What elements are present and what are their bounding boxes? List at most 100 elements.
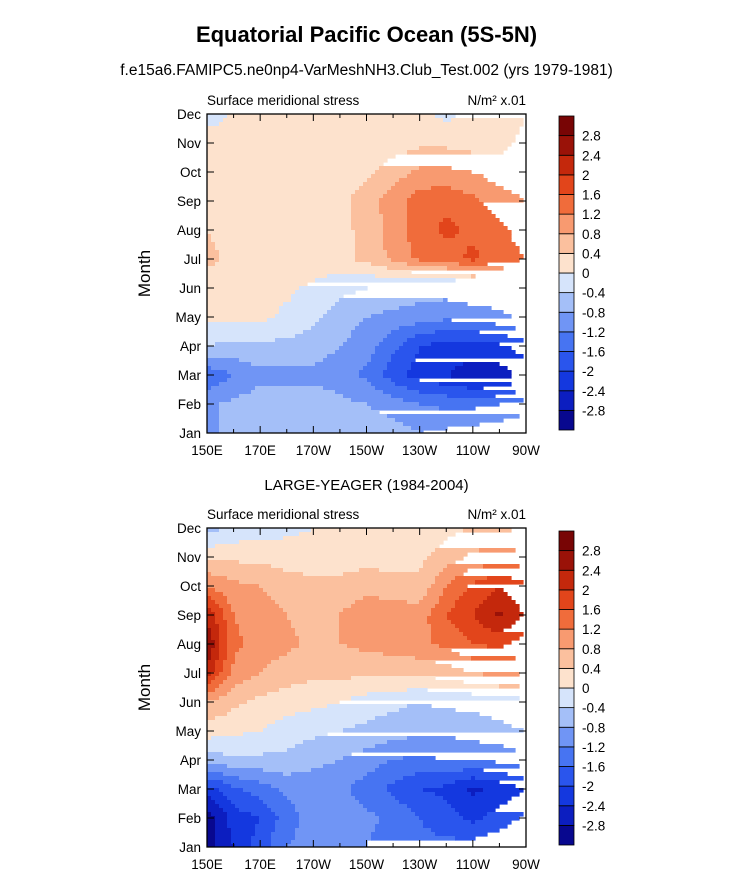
y-tick-label: Jul [184, 252, 201, 267]
colorbar-swatch [558, 550, 575, 571]
y-tick-label: Dec [177, 521, 201, 536]
colorbar-label: 0.8 [582, 642, 601, 657]
panel-1: Surface meridional stress N/m² x.01 Jan Feb… [135, 93, 606, 458]
colorbar-swatch [558, 707, 575, 728]
colorbar-label: 2.8 [582, 544, 601, 559]
colorbar-label: 0 [582, 681, 590, 696]
colorbar-swatch [558, 194, 575, 215]
colorbar-label: -0.4 [582, 286, 606, 301]
colorbar-swatch [558, 390, 575, 411]
colorbar-label: -1.2 [582, 740, 605, 755]
colorbar-swatch [558, 628, 575, 650]
contour-field [207, 114, 524, 433]
colorbar-label: 1.2 [582, 207, 601, 222]
colorbar-swatch [558, 351, 575, 372]
y-tick-label: Feb [178, 397, 201, 412]
panel-2: LARGE-YEAGER (1984-2004) Surface meridion… [135, 477, 606, 872]
y-tick-label: Apr [180, 753, 202, 768]
y-tick-label: Mar [178, 368, 202, 383]
x-tick-label: 90W [512, 443, 540, 458]
y-tick-label: May [175, 724, 201, 739]
contour-field [207, 528, 524, 847]
colorbar-label: -0.8 [582, 720, 605, 735]
colorbar-label: -2.8 [582, 403, 605, 418]
colorbar-swatch [558, 785, 575, 807]
colorbar-label: -2 [582, 364, 594, 379]
colorbar-swatch [558, 154, 575, 176]
x-tick-label: 170W [296, 443, 332, 458]
panel-title: LARGE-YEAGER (1984-2004) [264, 477, 468, 494]
x-tick-label: 170E [244, 857, 276, 872]
colorbar-swatch [558, 746, 575, 767]
colorbar-label: 0.4 [582, 661, 601, 676]
x-tick-label: 150E [191, 443, 223, 458]
colorbar-swatch [558, 292, 575, 313]
colorbar-swatch [558, 530, 575, 552]
colorbar-swatch [558, 805, 575, 826]
colorbar-swatch [558, 766, 575, 787]
y-tick-label: Aug [177, 223, 201, 238]
panel-units-label: N/m² x.01 [467, 93, 526, 108]
colorbar-label: -2 [582, 779, 594, 794]
y-axis-label: Month [135, 664, 154, 711]
colorbar-label: 2.4 [582, 563, 601, 578]
x-tick-label: 150E [191, 857, 223, 872]
colorbar-label: 0.4 [582, 246, 601, 261]
y-tick-label: Sep [177, 608, 201, 623]
y-tick-label: Sep [177, 194, 201, 209]
y-tick-label: Nov [177, 550, 201, 565]
colorbar-label: -1.6 [582, 760, 605, 775]
x-tick-label: 170E [244, 443, 276, 458]
colorbar-swatch [558, 213, 575, 235]
colorbar-swatch [558, 589, 575, 610]
colorbar-swatch [558, 233, 575, 254]
colorbar-swatch [558, 648, 575, 669]
y-tick-label: May [175, 310, 201, 325]
colorbar-label: -1.2 [582, 325, 605, 340]
x-tick-label: 90W [512, 857, 540, 872]
y-tick-label: Jun [179, 695, 201, 710]
colorbar-swatch [558, 135, 575, 156]
colorbar-swatch [558, 687, 575, 709]
panel-units-label: N/m² x.01 [467, 507, 526, 522]
y-tick-label: Dec [177, 107, 201, 122]
y-tick-label: Feb [178, 811, 201, 826]
colorbar-swatch [558, 174, 575, 195]
panel-left-label: Surface meridional stress [207, 93, 360, 108]
x-tick-label: 150W [349, 443, 385, 458]
colorbar-swatch [558, 370, 575, 392]
figure-title: Equatorial Pacific Ocean (5S-5N) [195, 22, 538, 47]
colorbar-label: 0.8 [582, 227, 601, 242]
colorbar-swatch [558, 409, 575, 431]
colorbar-label: -0.8 [582, 305, 605, 320]
x-tick-label: 150W [349, 857, 385, 872]
y-tick-label: Jan [179, 840, 201, 855]
colorbar-label: -2.8 [582, 818, 605, 833]
colorbar-label: 2.8 [582, 129, 601, 144]
y-tick-label: Apr [180, 339, 202, 354]
colorbar-label: 2 [582, 168, 590, 183]
colorbar-swatch [558, 331, 575, 352]
colorbar-label: -1.6 [582, 345, 605, 360]
colorbar-swatch [558, 272, 575, 294]
colorbar-swatch [558, 667, 575, 689]
colorbar-swatch [558, 726, 575, 748]
colorbar-swatch [558, 252, 575, 274]
colorbar-label: -0.4 [582, 701, 606, 716]
y-tick-label: Nov [177, 136, 201, 151]
colorbar-swatch [558, 115, 575, 137]
y-tick-label: Oct [180, 165, 201, 180]
colorbar-label: 2.4 [582, 148, 601, 163]
colorbar-swatch [558, 569, 575, 591]
colorbar: 2.8 2.4 2 1.6 1.2 0.8 0.4 0 -0.4 -0.8 -1.2 -1.6 -2 -2… [558, 115, 606, 431]
colorbar-label: -2.4 [582, 384, 606, 399]
y-tick-label: Jan [179, 426, 201, 441]
colorbar-label: 0 [582, 266, 590, 281]
y-tick-label: Oct [180, 579, 201, 594]
x-tick-label: 110W [456, 443, 491, 458]
y-tick-label: Jun [179, 281, 201, 296]
colorbar: 2.8 2.4 2 1.6 1.2 0.8 0.4 0 -0.4 -0.8 -1.2 -1.6 -2 -2… [558, 530, 606, 846]
figure-subtitle: f.e15a6.FAMIPC5.ne0np4-VarMeshNH3.Club_T… [120, 62, 613, 79]
colorbar-swatch [558, 824, 575, 846]
